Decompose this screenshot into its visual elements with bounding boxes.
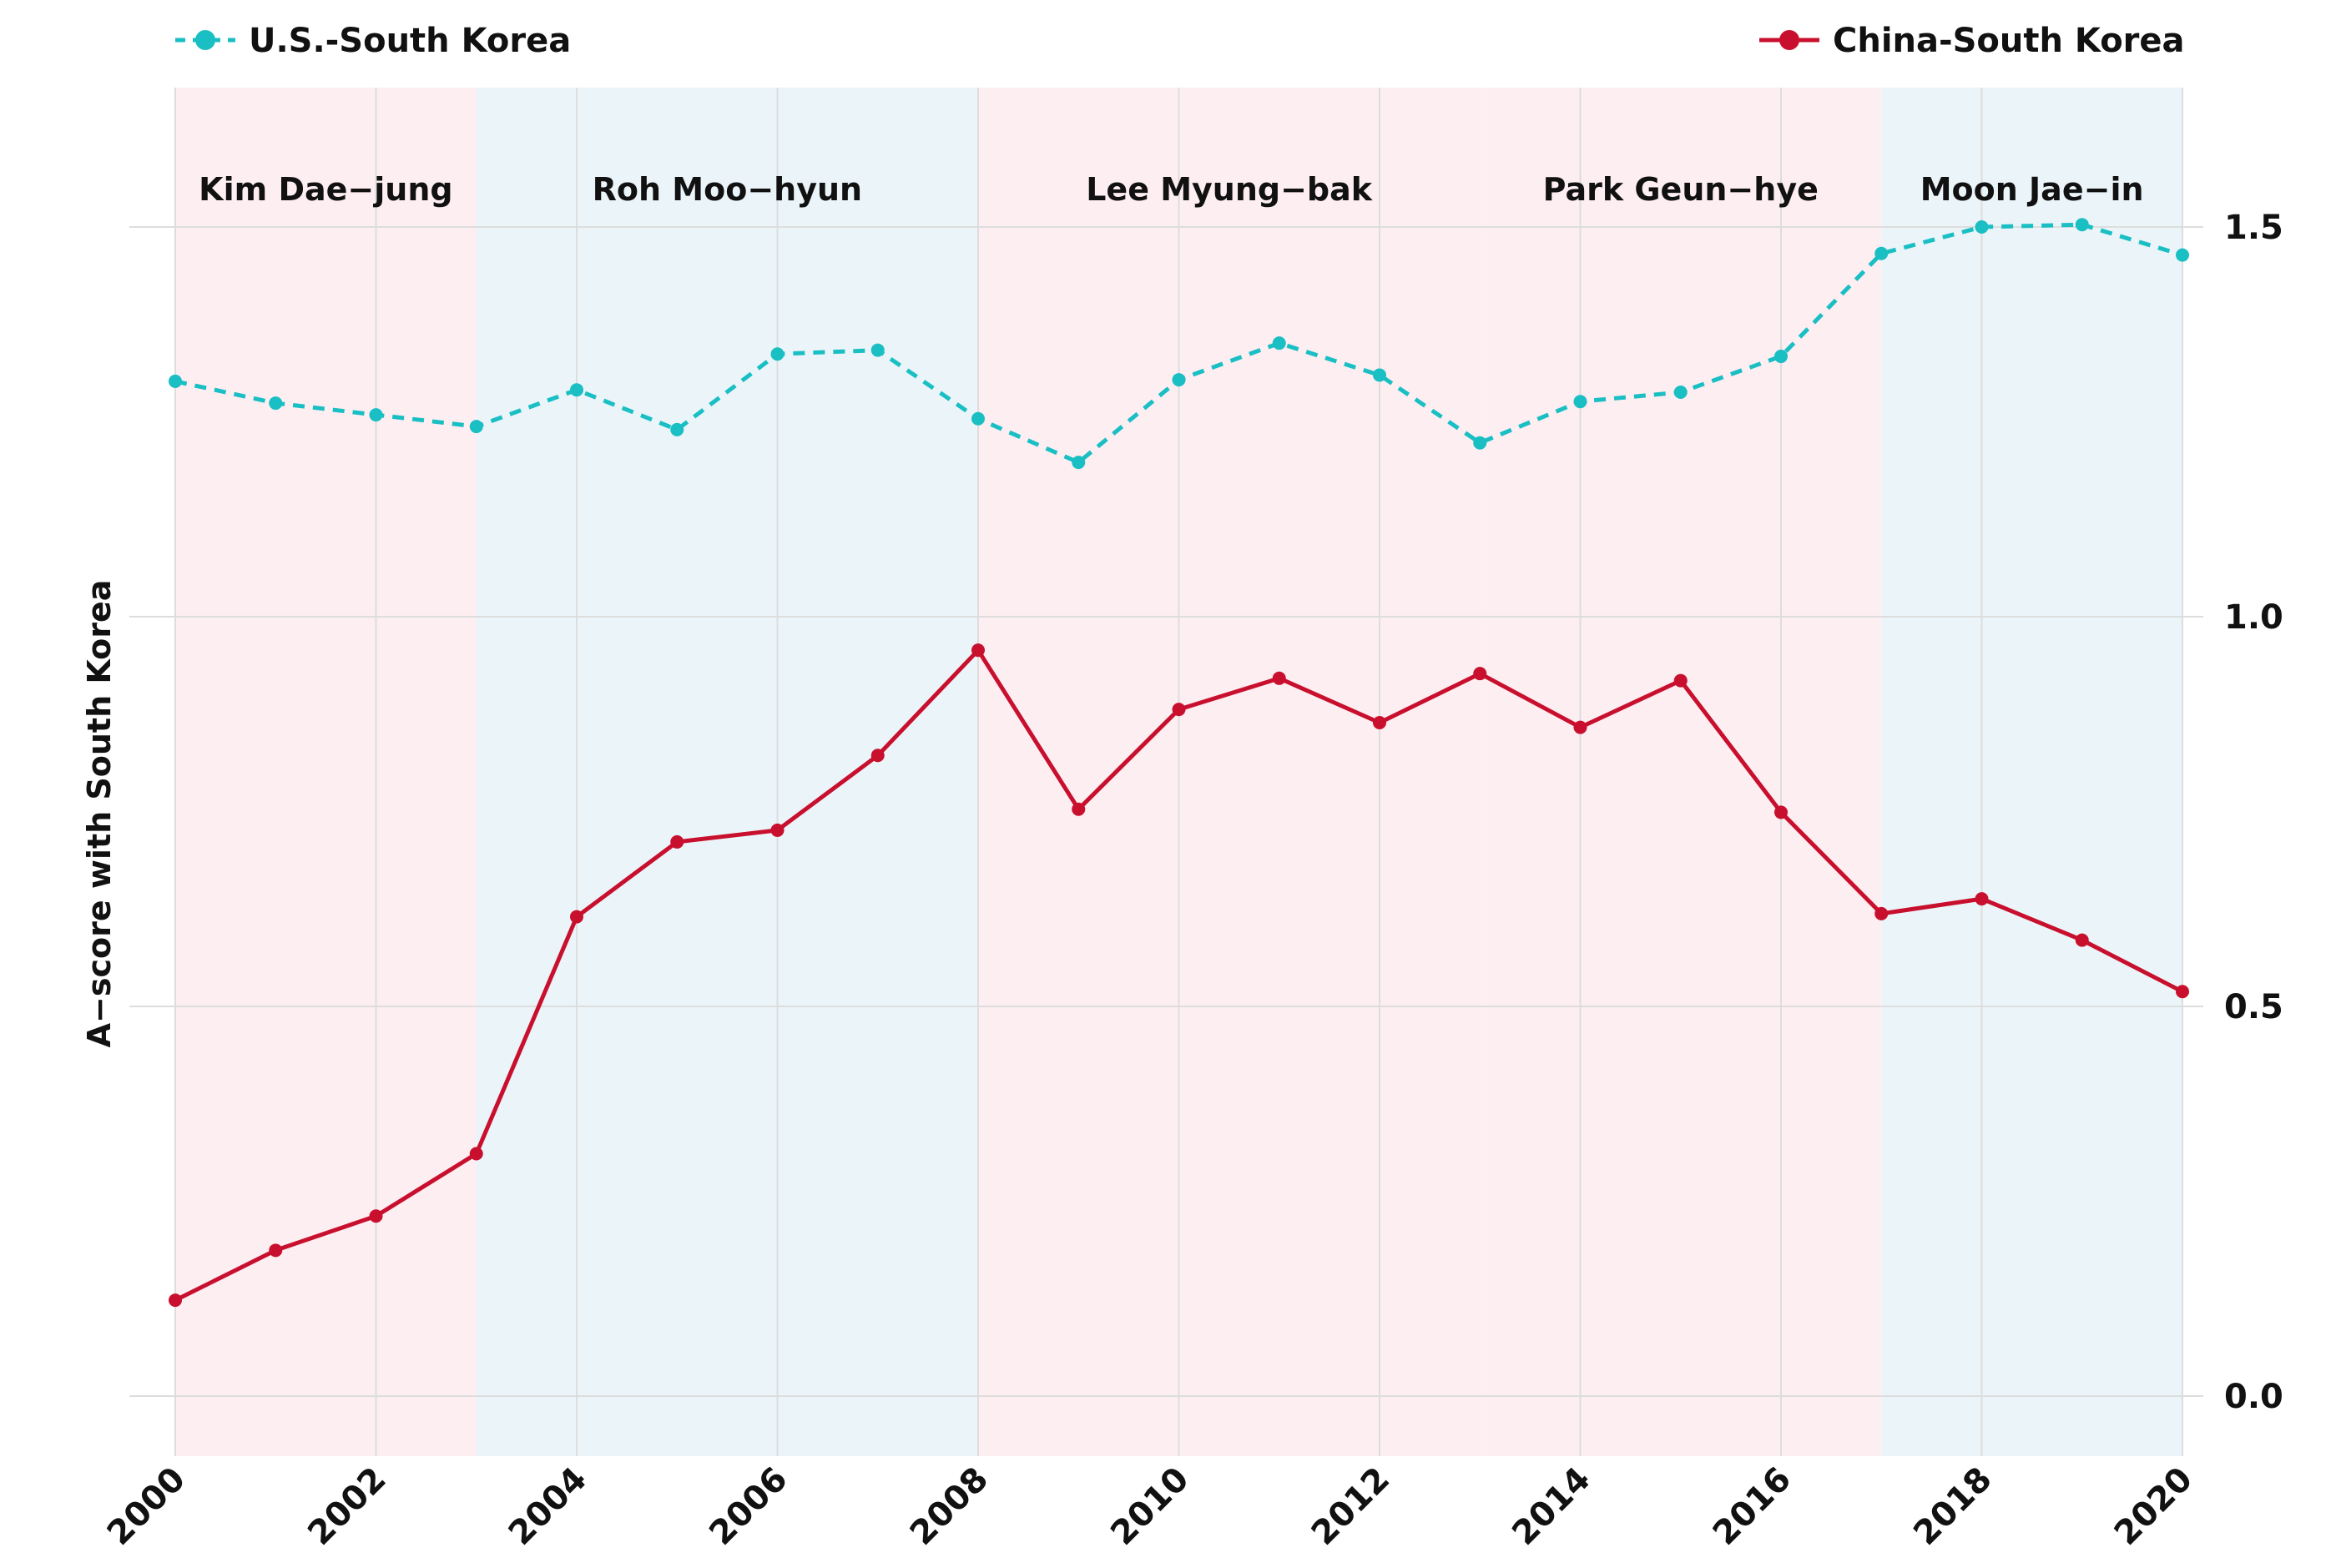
x-tick-label: 2014 <box>1505 1460 1597 1553</box>
band-kim-dae-jung <box>175 88 477 1456</box>
point-u-s-south-korea-2003 <box>469 420 483 434</box>
point-u-s-south-korea-2017 <box>1874 246 1889 260</box>
point-u-s-south-korea-2015 <box>1673 386 1688 400</box>
point-china-south-korea-2001 <box>269 1243 283 1258</box>
x-tick-label: 2020 <box>2107 1460 2200 1553</box>
point-china-south-korea-2016 <box>1774 805 1788 819</box>
point-china-south-korea-2018 <box>1975 892 1989 906</box>
point-u-s-south-korea-2018 <box>1975 220 1989 234</box>
point-china-south-korea-2012 <box>1373 716 1386 730</box>
administration-bands <box>175 88 2182 1456</box>
y-tick-label: 0.5 <box>2224 988 2283 1026</box>
x-tick-label: 2008 <box>903 1460 996 1553</box>
point-china-south-korea-2002 <box>369 1209 383 1223</box>
point-china-south-korea-2009 <box>1072 802 1086 816</box>
legend-item-u-s-south-korea: U.S.-South Korea <box>175 22 571 60</box>
point-u-s-south-korea-2008 <box>971 411 985 426</box>
point-u-s-south-korea-2001 <box>269 396 283 411</box>
y-tick-label: 1.0 <box>2224 598 2283 637</box>
band-label-roh-moo-hyun: Roh Moo−hyun <box>593 171 862 208</box>
band-label-lee-myung-bak: Lee Myung−bak <box>1086 171 1373 208</box>
x-tick-label: 2012 <box>1304 1460 1397 1553</box>
legend-item-china-south-korea: China-South Korea <box>1759 22 2185 60</box>
point-china-south-korea-2003 <box>469 1147 483 1161</box>
point-china-south-korea-2000 <box>169 1293 182 1308</box>
band-lee-myung-bak <box>978 88 1481 1456</box>
x-tick-label: 2010 <box>1103 1460 1196 1553</box>
x-axis-ticks: 2000 2002 2004 2006 2008 2010 2012 2014 2016 2018… <box>100 1460 2200 1553</box>
band-moon-jae-in <box>1881 88 2182 1456</box>
band-roh-moo-hyun <box>476 88 978 1456</box>
point-u-s-south-korea-2000 <box>169 374 182 388</box>
x-tick-label: 2016 <box>1706 1460 1799 1553</box>
y-tick-label: 0.0 <box>2224 1378 2283 1416</box>
point-u-s-south-korea-2007 <box>870 343 885 357</box>
band-label-park-geun-hye: Park Geun−hye <box>1543 171 1819 208</box>
point-china-south-korea-2008 <box>971 643 985 658</box>
gridlines <box>129 88 2203 1456</box>
point-china-south-korea-2010 <box>1172 703 1186 717</box>
point-china-south-korea-2004 <box>570 910 583 924</box>
legend-swatch-marker <box>1779 30 1799 50</box>
point-u-s-south-korea-2011 <box>1272 336 1286 350</box>
point-u-s-south-korea-2002 <box>369 408 383 422</box>
band-label-kim-dae-jung: Kim Dae−jung <box>199 171 452 208</box>
point-china-south-korea-2020 <box>2176 985 2189 999</box>
band-park-geun-hye <box>1480 88 1882 1456</box>
y-axis-label: A−score with South Korea <box>81 580 118 1048</box>
point-u-s-south-korea-2016 <box>1774 350 1788 364</box>
legend-swatch-marker <box>195 30 215 50</box>
point-u-s-south-korea-2019 <box>2075 218 2089 232</box>
point-china-south-korea-2019 <box>2075 933 2089 947</box>
point-u-s-south-korea-2014 <box>1573 395 1587 409</box>
point-china-south-korea-2015 <box>1673 673 1688 688</box>
point-china-south-korea-2013 <box>1473 667 1487 681</box>
x-tick-label: 2004 <box>502 1460 594 1553</box>
x-tick-label: 2002 <box>300 1460 393 1553</box>
point-u-s-south-korea-2020 <box>2176 248 2189 262</box>
legend: U.S.-South Korea China-South Korea <box>175 22 2185 60</box>
series-layer <box>169 218 2189 1308</box>
point-china-south-korea-2011 <box>1272 671 1286 685</box>
point-u-s-south-korea-2004 <box>570 383 583 397</box>
x-tick-label: 2006 <box>702 1460 795 1553</box>
y-tick-label: 1.5 <box>2224 209 2283 247</box>
point-china-south-korea-2017 <box>1874 906 1889 920</box>
administration-labels: Kim Dae−jung Roh Moo−hyun Lee Myung−bak Par… <box>199 171 2143 208</box>
point-u-s-south-korea-2012 <box>1373 368 1386 382</box>
point-u-s-south-korea-2006 <box>770 347 785 361</box>
x-tick-label: 2018 <box>1906 1460 1999 1553</box>
legend-label: U.S.-South Korea <box>249 22 571 60</box>
x-tick-label: 2000 <box>100 1460 193 1553</box>
point-china-south-korea-2006 <box>770 823 785 837</box>
point-u-s-south-korea-2010 <box>1172 373 1186 387</box>
point-u-s-south-korea-2009 <box>1072 456 1086 470</box>
point-china-south-korea-2014 <box>1573 720 1587 734</box>
legend-label: China-South Korea <box>1833 22 2185 60</box>
point-u-s-south-korea-2013 <box>1473 436 1487 450</box>
y-axis-ticks: 0.0 0.5 1.0 1.5 <box>2224 209 2283 1416</box>
band-label-moon-jae-in: Moon Jae−in <box>1920 171 2144 208</box>
point-u-s-south-korea-2005 <box>670 422 684 436</box>
point-china-south-korea-2005 <box>670 834 684 849</box>
point-china-south-korea-2007 <box>870 749 885 763</box>
